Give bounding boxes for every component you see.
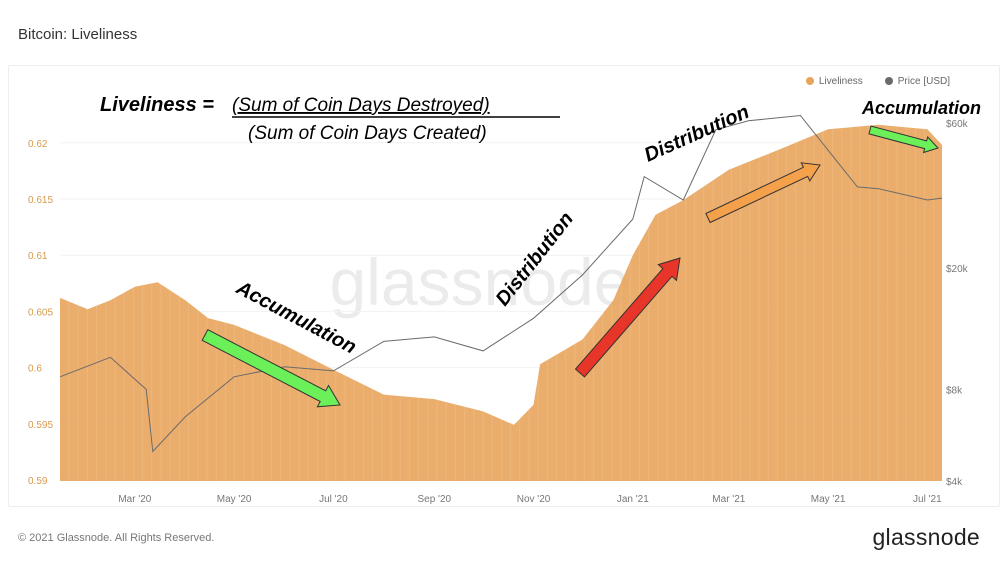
price-dot-icon [884, 77, 893, 85]
legend-label: Liveliness [818, 76, 863, 87]
formula-denominator: (Sum of Coin Days Created) [248, 123, 487, 144]
x-tick-label: Mar '21 [712, 494, 745, 505]
annotation-accumulation-2021: Accumulation [861, 98, 981, 118]
formula-numerator: (Sum of Coin Days Destroyed) [232, 95, 490, 116]
y-left-tick-label: 0.595 [28, 420, 53, 431]
x-tick-label: Nov '20 [517, 494, 551, 505]
formula-lhs: Liveliness = [100, 94, 214, 116]
legend-item-liveliness[interactable]: Liveliness [805, 76, 863, 87]
chart-title: Bitcoin: Liveliness [18, 26, 138, 43]
y-left-tick-label: 0.615 [28, 195, 53, 206]
watermark: glassnode [330, 245, 631, 319]
x-tick-label: May '20 [217, 494, 252, 505]
accumulation-arrow-2020-icon [201, 329, 341, 408]
liveliness-dot-icon [805, 77, 814, 85]
y-left-tick-label: 0.605 [28, 307, 53, 318]
x-tick-label: Sep '20 [417, 494, 451, 505]
x-tick-label: May '21 [811, 494, 846, 505]
x-tick-label: Jan '21 [617, 494, 649, 505]
accumulation-arrow-2021-icon [868, 125, 939, 154]
legend-item-price[interactable]: Price [USD] [884, 76, 950, 87]
x-tick-label: Jul '21 [913, 494, 942, 505]
distribution-arrow-red-icon [574, 257, 681, 378]
y-right-tick-label: $8k [946, 385, 963, 396]
x-tick-label: Mar '20 [118, 494, 151, 505]
distribution-arrow-orange-icon [705, 162, 821, 224]
y-right-tick-label: $60k [946, 119, 969, 130]
y-left-tick-label: 0.59 [28, 476, 48, 487]
y-left-tick-label: 0.61 [28, 251, 48, 262]
brand-logo: glassnode [872, 524, 980, 550]
y-left-tick-label: 0.62 [28, 139, 48, 150]
x-tick-label: Jul '20 [319, 494, 348, 505]
y-right-tick-label: $4k [946, 477, 963, 488]
legend: Liveliness Price [USD] [805, 76, 950, 87]
y-right-tick-label: $20k [946, 264, 969, 275]
copyright: © 2021 Glassnode. All Rights Reserved. [18, 532, 215, 544]
legend-label: Price [USD] [897, 76, 950, 87]
y-left-tick-label: 0.6 [28, 364, 42, 375]
